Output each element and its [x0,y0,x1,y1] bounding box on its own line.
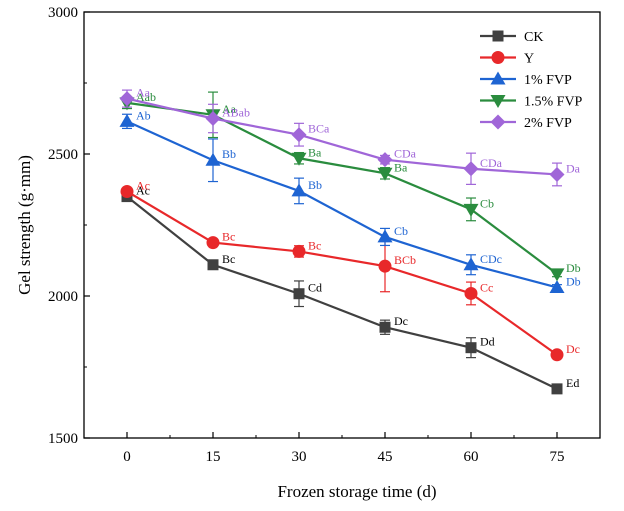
legend-marker [490,114,506,130]
x-tick-label: 75 [550,449,565,465]
legend: CK Y 1% FVP 1.5% FVP 2% FVP [480,30,583,131]
y-tick-label: 2000 [48,289,78,305]
data-label: Ab [136,108,151,122]
series-1-5-fvp: Aab Aa Ba Ba Cb Db [119,90,581,282]
data-label: CDa [480,156,503,170]
data-label: Cc [480,280,493,294]
data-point [205,152,221,166]
data-point [463,203,479,217]
data-label: Ac [136,184,150,198]
y-axis-title: Gel strength (g·mm) [15,155,34,295]
series-line [126,120,558,289]
legend-item: Y [480,51,534,67]
data-point [551,383,563,395]
legend-item: 1% FVP [480,71,572,88]
x-tick-label: 0 [123,449,131,465]
legend-marker [491,51,505,64]
data-point [465,342,477,354]
data-label: Bb [222,147,236,161]
data-label: CDc [480,252,502,266]
data-label: Cb [394,224,408,238]
x-axis-title: Frozen storage time (d) [277,482,436,501]
data-point [377,152,393,168]
data-point [207,259,219,271]
axes: Gel strength (g·mm) Frozen storage time … [15,5,601,501]
data-label: Bc [222,230,235,244]
data-label: Cd [308,281,322,295]
data-label: BCb [394,253,416,267]
series-ck: Ac Bc Cd Dc Dd Ed [121,184,579,395]
x-tick-label: 45 [378,449,393,465]
x-tick-label: 60 [464,449,479,465]
data-point [463,161,479,177]
legend-item: 1.5% FVP [480,95,583,110]
data-label: Dc [394,314,408,328]
data-label: ABab [222,106,250,120]
data-point [291,127,307,143]
data-point [205,111,221,126]
legend-marker [492,30,504,42]
series-line [126,101,558,275]
data-point [549,166,565,182]
legend-item: 2% FVP [480,114,572,131]
data-point [549,268,565,282]
legend-marker [490,95,506,108]
data-point [206,236,220,250]
series-line [126,190,558,356]
data-label: Aab [136,90,156,104]
data-label: Da [566,161,581,175]
data-point [549,279,565,293]
data-label: Ac [136,178,150,192]
y-tick-label: 2500 [48,147,78,163]
series-line [126,97,558,176]
data-point [120,184,134,198]
data-point [377,167,393,181]
data-point [379,321,391,333]
data-label: Bc [308,238,321,252]
x-tick-label: 30 [292,449,307,465]
data-label: CDa [394,147,417,161]
data-label: Bb [308,178,322,192]
data-label: Bc [222,252,235,266]
data-label: BCa [308,122,330,136]
data-point [550,348,564,362]
legend-label: 1.5% FVP [524,95,583,110]
data-label: Db [566,261,581,275]
data-label: Dd [480,335,495,349]
legend-label: 1% FVP [524,73,572,88]
data-label: Aa [136,86,151,100]
data-label: Ba [308,145,322,159]
data-label: Ed [566,376,579,390]
data-point [378,259,392,273]
data-point [291,183,307,197]
series-y: Ac Bc Bc BCb Cc Dc [120,178,580,362]
legend-label: CK [524,30,543,45]
y-tick-label: 3000 [48,5,78,21]
data-label: Cb [480,196,494,210]
data-label: Aa [222,102,237,116]
series-line [126,195,558,390]
x-tick-label: 15 [206,449,221,465]
data-point [293,288,305,300]
data-point [119,113,135,127]
legend-label: Y [524,52,534,67]
data-label: Dc [566,342,580,356]
legend-label: 2% FVP [524,116,572,131]
legend-item: CK [480,30,543,45]
data-point [464,286,478,300]
series-1-fvp: Ab Bb Bb Cb CDc Db [119,108,581,293]
data-point [377,229,393,243]
data-point [119,91,135,107]
y-tick-label: 1500 [48,431,78,447]
data-point [463,257,479,271]
data-point [291,152,307,166]
legend-marker [490,71,506,85]
data-label: Ba [394,160,408,174]
plot-area: AcBcCdDcDdEdAcBcBcBCbCcDcAbBbBbCbCDcDbAa… [119,86,581,395]
data-label: Db [566,274,581,288]
data-point [292,244,306,258]
